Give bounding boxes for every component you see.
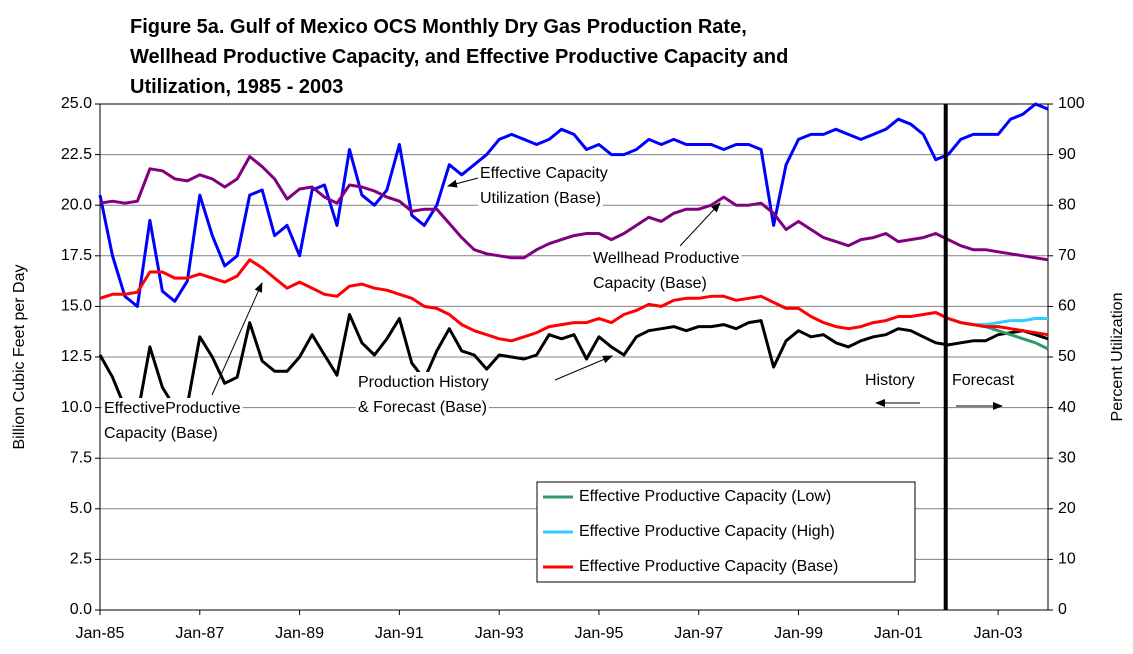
legend-label: Effective Productive Capacity (High)	[579, 523, 835, 540]
x-tick-label: Jan-97	[674, 625, 723, 642]
legend-label: Effective Productive Capacity (Base)	[579, 558, 838, 575]
series-line	[99, 258, 1049, 343]
annotation: Utilization (Base)	[480, 190, 601, 207]
y-tick-label: 2.5	[70, 551, 92, 568]
x-tick-label: Jan-89	[275, 625, 324, 642]
y2-tick-label: 60	[1058, 298, 1076, 315]
y-tick-label: 22.5	[61, 146, 92, 163]
series-line	[98, 102, 1049, 308]
x-tick-label: Jan-93	[475, 625, 524, 642]
x-tick-label: Jan-91	[375, 625, 424, 642]
y-axis-label: Billion Cubic Feet per Day	[11, 265, 28, 450]
annotation-arrow	[679, 202, 721, 247]
y-tick-label: 17.5	[61, 247, 92, 264]
y2-tick-label: 100	[1058, 95, 1085, 112]
legend-label: Effective Productive Capacity (Low)	[579, 488, 831, 505]
y2-tick-label: 10	[1058, 551, 1076, 568]
annotation-bg	[478, 163, 610, 185]
y-tick-label: 25.0	[61, 95, 92, 112]
annotation: History	[865, 372, 915, 389]
annotation-arrow	[211, 282, 263, 396]
annotation-bg	[478, 188, 603, 210]
annotation-bg	[102, 398, 243, 420]
chart-title: Wellhead Productive Capacity, and Effect…	[130, 46, 788, 68]
annotation-arrow	[554, 355, 613, 381]
annotation: Capacity (Base)	[593, 275, 707, 292]
annotation-bg	[591, 248, 742, 270]
annotation-bg	[356, 397, 489, 419]
annotation: Wellhead Productive	[593, 250, 740, 267]
series-line	[98, 313, 1049, 418]
y-tick-label: 5.0	[70, 500, 92, 517]
x-tick-label: Jan-99	[774, 625, 823, 642]
annotation-bg	[356, 372, 491, 394]
x-tick-label: Jan-87	[175, 625, 224, 642]
annotation: Capacity (Base)	[104, 425, 218, 442]
y2-tick-label: 90	[1058, 146, 1076, 163]
chart-title: Figure 5a. Gulf of Mexico OCS Monthly Dr…	[130, 16, 747, 38]
y-tick-label: 7.5	[70, 449, 92, 466]
series-line	[99, 155, 1049, 262]
y2-tick-label: 20	[1058, 500, 1076, 517]
annotation-arrow	[447, 177, 479, 188]
x-tick-label: Jan-01	[874, 625, 923, 642]
annotation-bg	[591, 273, 709, 295]
annotation: & Forecast (Base)	[358, 399, 487, 416]
annotation: Production History	[358, 374, 489, 391]
annotation: Forecast	[952, 372, 1015, 389]
y2-tick-label: 40	[1058, 399, 1076, 416]
y-tick-label: 20.0	[61, 196, 92, 213]
y-tick-label: 10.0	[61, 399, 92, 416]
chart-title: Utilization, 1985 - 2003	[130, 76, 343, 98]
y-tick-label: 15.0	[61, 298, 92, 315]
annotation: Effective Capacity	[480, 165, 608, 182]
legend-box	[536, 481, 916, 583]
x-tick-label: Jan-95	[574, 625, 623, 642]
y-tick-label: 12.5	[61, 348, 92, 365]
y2-tick-label: 80	[1058, 196, 1076, 213]
y-tick-label: 0.0	[70, 601, 92, 618]
annotation: EffectiveProductive	[104, 400, 241, 417]
y2-axis-label: Percent Utilization	[1109, 293, 1126, 422]
y2-tick-label: 50	[1058, 348, 1076, 365]
x-tick-label: Jan-03	[974, 625, 1023, 642]
y2-tick-label: 30	[1058, 449, 1076, 466]
x-tick-label: Jan-85	[76, 625, 125, 642]
annotation-bg	[102, 423, 220, 445]
y2-tick-label: 0	[1058, 601, 1067, 618]
y2-tick-label: 70	[1058, 247, 1076, 264]
